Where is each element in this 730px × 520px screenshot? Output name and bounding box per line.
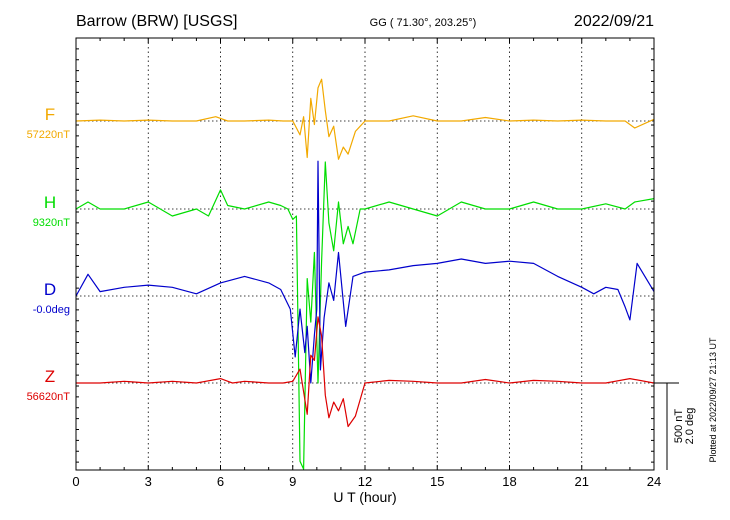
scale-bar: 500 nT 2.0 deg	[654, 382, 696, 470]
series-line-H	[75, 161, 655, 470]
series-layer	[75, 78, 655, 470]
series-line-D	[75, 160, 655, 384]
x-tick-label: 3	[145, 474, 152, 489]
x-tick-label: 24	[647, 474, 661, 489]
plotted-at-note: Plotted at 2022/09/27 21:13 UT	[708, 337, 718, 463]
baseline-value-D: -0.0deg	[33, 304, 70, 316]
x-tick-label: 6	[217, 474, 224, 489]
x-axis-label: U T (hour)	[333, 489, 396, 505]
axis-ticks	[75, 37, 655, 470]
scale-label-deg: 2.0 deg	[684, 408, 696, 445]
component-name-Z: Z	[45, 367, 55, 386]
baseline-value-Z: 56620nT	[27, 391, 71, 403]
x-tick-label: 0	[72, 474, 79, 489]
x-tick-label: 12	[358, 474, 372, 489]
station-title: Barrow (BRW) [USGS]	[76, 13, 238, 30]
scale-label-nt: 500 nT	[673, 409, 685, 444]
series-line-Z	[76, 316, 655, 428]
component-name-D: D	[44, 280, 56, 299]
coords-label: GG ( 71.30°, 203.25°)	[370, 17, 477, 29]
baseline-value-H: 9320nT	[33, 217, 71, 229]
component-name-H: H	[44, 193, 56, 212]
component-labels: F 57220nT H 9320nT D -0.0deg Z 56620nT	[27, 105, 71, 403]
x-tick-label: 18	[502, 474, 516, 489]
x-tick-label: 15	[430, 474, 444, 489]
x-tick-label: 21	[575, 474, 589, 489]
date-label: 2022/09/21	[574, 13, 654, 30]
x-tick-labels: 0 3 6 9 12 15 18 21 24	[72, 474, 661, 489]
component-name-F: F	[45, 105, 55, 124]
grid-lines	[147, 38, 583, 470]
x-tick-label: 9	[289, 474, 296, 489]
series-line-F	[75, 78, 655, 160]
baseline-value-F: 57220nT	[27, 129, 71, 141]
